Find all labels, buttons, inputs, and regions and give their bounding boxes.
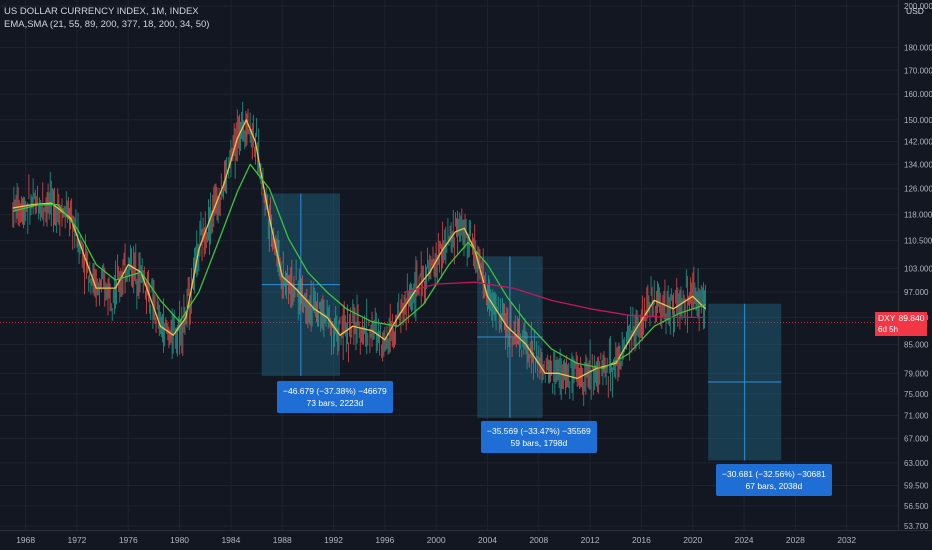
y-tick-label: 110.500 [904, 237, 932, 246]
x-tick-label: 1992 [324, 535, 343, 545]
x-tick-label: 1976 [119, 535, 138, 545]
indicator-legend[interactable]: EMA,SMA (21, 55, 89, 200, 377, 18, 200, … [4, 19, 210, 30]
measure-label-1[interactable]: −46.679 (−37.38%) −46679 73 bars, 2223d [277, 381, 393, 413]
currency-label[interactable]: USD [906, 6, 924, 16]
x-tick-label: 2004 [478, 535, 497, 545]
measure-change: −46.679 (−37.38%) −46679 [283, 386, 387, 396]
y-tick-label: 63.000 [904, 459, 929, 468]
x-tick-label: 2024 [735, 535, 754, 545]
x-tick-label: 2016 [632, 535, 651, 545]
y-tick-label: 59.500 [904, 481, 929, 490]
y-tick-label: 118.000 [904, 211, 932, 220]
bar-countdown: 6d 5h [878, 325, 899, 334]
x-tick-label: 2000 [427, 535, 446, 545]
y-tick-label: 170.000 [904, 66, 932, 75]
x-tick-label: 2012 [581, 535, 600, 545]
measure-boxes [261, 193, 782, 461]
price-series [12, 101, 707, 407]
x-tick-label: 2028 [786, 535, 805, 545]
y-tick-label: 97.000 [904, 288, 929, 297]
y-tick-label: 85.000 [904, 340, 929, 349]
measure-label-2[interactable]: −35.569 (−33.47%) −35569 59 bars, 1798d [481, 421, 597, 453]
measure-duration: 59 bars, 1798d [510, 438, 568, 448]
measure-change: −30.681 (−32.56%) −30681 [722, 469, 826, 479]
current-price-tag: DXY 89.840 6d 5h [875, 312, 928, 336]
x-tick-label: 1980 [170, 535, 189, 545]
y-tick-label: 67.000 [904, 434, 929, 443]
measure-duration: 73 bars, 2223d [306, 398, 364, 408]
x-tick-label: 1996 [375, 535, 394, 545]
x-tick-label: 2008 [529, 535, 548, 545]
current-price: 89.840 [898, 313, 925, 323]
x-tick-label: 1972 [68, 535, 87, 545]
chart-title: US DOLLAR CURRENCY INDEX, 1M, INDEX [4, 6, 199, 17]
price-axis-border [898, 0, 899, 530]
x-tick-label: 2032 [837, 535, 856, 545]
moving-average-line [403, 281, 706, 319]
y-tick-label: 103.000 [904, 264, 932, 273]
y-tick-label: 160.000 [904, 90, 932, 99]
time-axis-border [0, 530, 932, 531]
moving-average-line [12, 163, 706, 370]
measure-change: −35.569 (−33.47%) −35569 [487, 426, 591, 436]
y-tick-label: 71.000 [904, 412, 929, 421]
x-tick-label: 1984 [221, 535, 240, 545]
y-tick-label: 79.000 [904, 369, 929, 378]
moving-average-line [12, 119, 707, 380]
moving-averages [12, 119, 707, 380]
y-tick-label: 134.000 [904, 160, 932, 169]
measure-label-3[interactable]: −30.681 (−32.56%) −30681 67 bars, 2038d [716, 464, 832, 496]
time-axis-labels[interactable]: 1968 1972 1976 1980 1984 1988 1992 1996 2000 2004… [16, 535, 856, 545]
y-tick-label: 200.000 [904, 2, 932, 11]
y-tick-label: 142.000 [904, 137, 932, 146]
measure-duration: 67 bars, 2038d [745, 481, 803, 491]
y-tick-label: 56.500 [904, 502, 929, 511]
x-tick-label: 2020 [683, 535, 702, 545]
price-axis-labels[interactable]: 200.000 180.000 170.000 160.000 150.000 142.0… [904, 2, 932, 531]
x-tick-label: 1968 [16, 535, 35, 545]
y-tick-label: 53.700 [904, 522, 929, 531]
y-tick-label: 75.000 [904, 390, 929, 399]
y-tick-label: 126.000 [904, 185, 932, 194]
y-tick-label: 150.000 [904, 116, 932, 125]
y-tick-label: 180.000 [904, 44, 932, 53]
x-tick-label: 1988 [273, 535, 292, 545]
current-symbol: DXY [878, 313, 896, 323]
